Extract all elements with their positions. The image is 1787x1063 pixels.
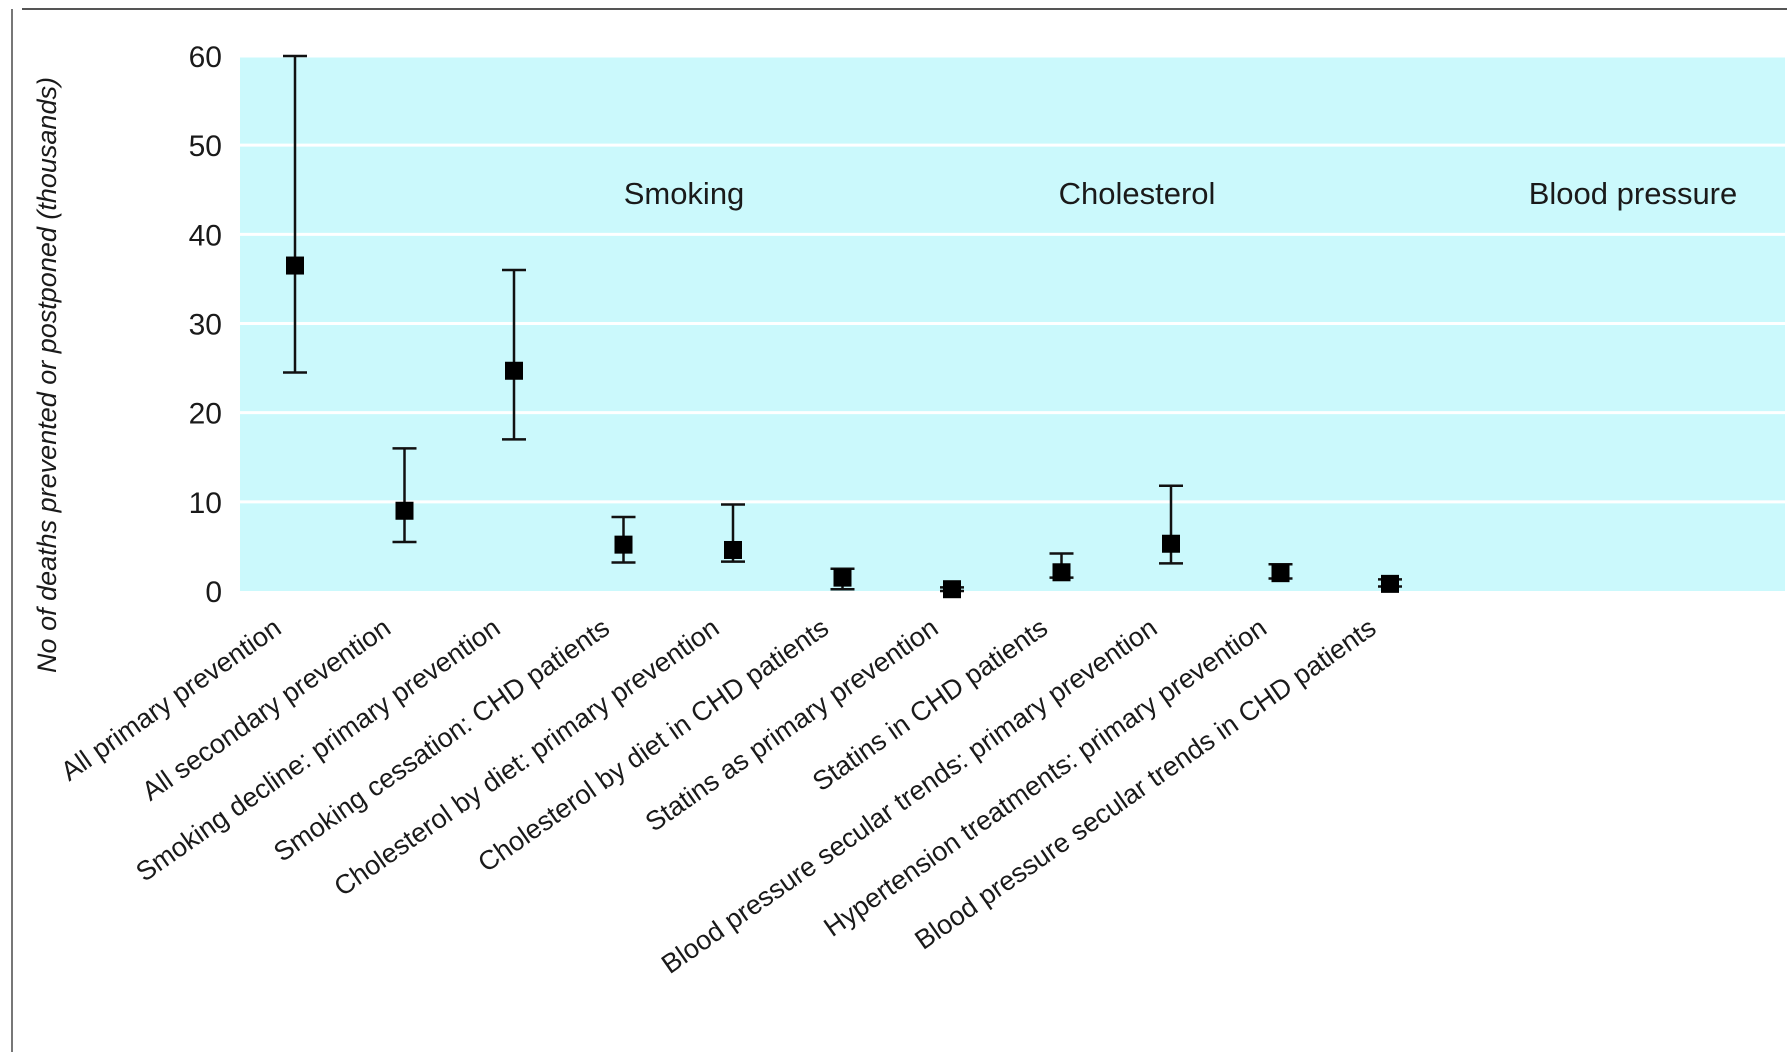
- y-axis-title: No of deaths prevented or postponed (tho…: [32, 77, 62, 673]
- error-bar-point: [1159, 484, 1183, 565]
- data-point-marker: [1162, 534, 1180, 553]
- data-point-marker: [286, 256, 304, 275]
- x-category-label: Blood pressure secular trends: primary p…: [656, 612, 1162, 979]
- y-tick-label: 0: [205, 576, 222, 609]
- error-bar-point: [1268, 563, 1293, 583]
- data-point-marker: [1381, 574, 1399, 593]
- error-bar-point: [1049, 552, 1074, 582]
- group-label: Smoking: [624, 176, 745, 211]
- error-bar-point: [1378, 574, 1402, 593]
- data-point-marker: [614, 535, 633, 554]
- error-bar-point: [502, 268, 526, 441]
- y-tick-label: 10: [189, 487, 222, 520]
- error-bar-point: [392, 447, 417, 544]
- data-point-marker: [833, 568, 852, 587]
- error-bar-point: [940, 580, 964, 599]
- data-point-marker: [395, 501, 414, 520]
- y-tick-label: 40: [189, 219, 222, 252]
- x-category-label: Cholesterol by diet: primary prevention: [329, 612, 725, 902]
- data-point-marker: [1271, 564, 1290, 583]
- data-point-marker: [943, 580, 961, 599]
- error-bar-point: [830, 567, 855, 591]
- error-bar-point: [611, 515, 636, 564]
- data-point-marker: [1052, 563, 1071, 582]
- y-tick-label: 30: [189, 309, 222, 342]
- data-point-marker: [724, 540, 742, 559]
- error-bar-point: [283, 54, 307, 374]
- y-tick-label: 50: [189, 130, 222, 163]
- y-tick-label: 20: [189, 398, 222, 431]
- error-bar-point: [721, 503, 745, 563]
- data-point-marker: [505, 361, 523, 380]
- y-tick-label: 60: [189, 41, 222, 74]
- group-label: Cholesterol: [1059, 176, 1216, 211]
- group-label: Blood pressure: [1529, 176, 1738, 211]
